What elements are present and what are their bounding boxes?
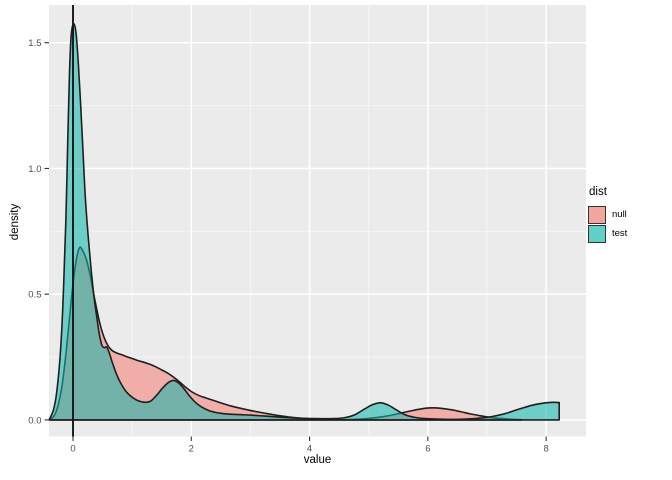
legend-label: test: [612, 228, 628, 239]
x-tick-label: 0: [70, 444, 75, 455]
x-tick-label: 2: [189, 444, 194, 455]
density-area-test: [48, 23, 560, 421]
x-axis-title: value: [303, 454, 332, 466]
legend-swatch-test: [588, 224, 606, 243]
x-tick-label: 8: [543, 444, 548, 455]
legend-item-null: null: [588, 205, 627, 224]
x-tick-label: 6: [425, 444, 430, 455]
x-tick-label: 4: [307, 444, 312, 455]
legend-item-test: test: [588, 224, 627, 243]
y-tick-label: 1.5: [28, 38, 41, 49]
legend-title: dist: [589, 186, 607, 198]
legend: dist null test: [588, 186, 627, 243]
y-axis-title: density: [9, 203, 21, 241]
y-tick-label: 1.0: [28, 164, 41, 175]
legend-swatch-null: [588, 205, 606, 224]
legend-label: null: [612, 209, 627, 220]
y-tick-label: 0.5: [28, 290, 41, 301]
y-tick-label: 0.0: [28, 415, 41, 426]
